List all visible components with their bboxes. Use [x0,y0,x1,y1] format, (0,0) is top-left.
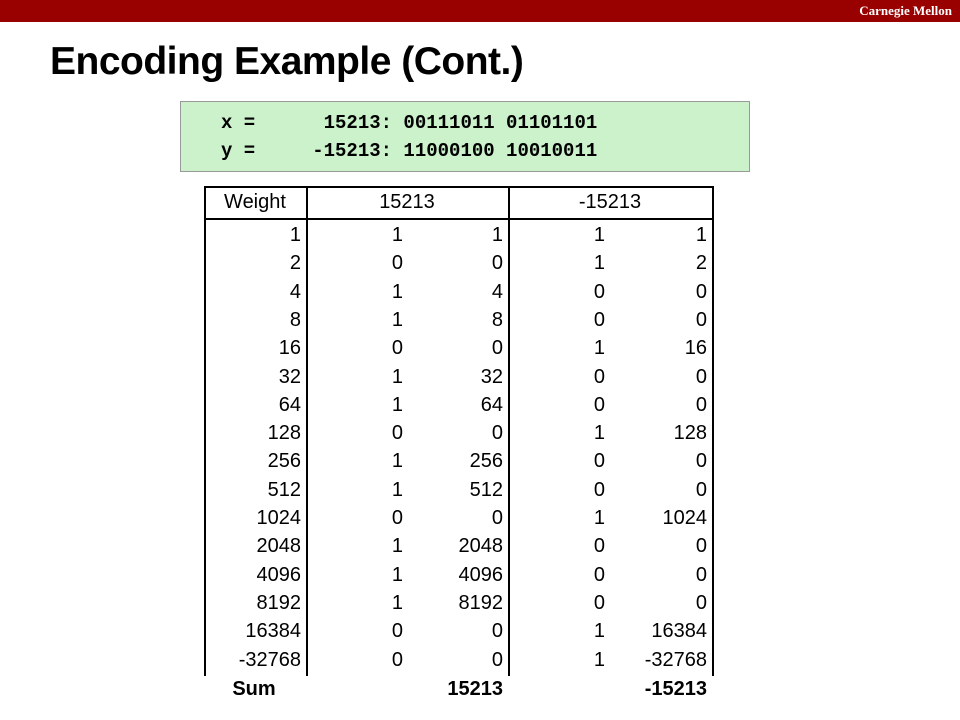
cell: 0 [695,591,707,614]
cell: 0 [593,280,605,303]
cell: 1 [593,422,605,445]
cell: 1024 [662,507,708,529]
code-line: y = -15213: 11000100 10010011 [221,140,598,162]
cell: 16 [278,337,301,360]
cell: 0 [391,620,403,643]
cell: 1 [593,507,605,529]
cell: 0 [695,563,707,586]
cell: 32 [480,365,503,388]
cell: 512 [267,478,301,501]
cell: 256 [267,450,301,473]
cell: 0 [593,308,605,331]
sum-label: Sum [232,677,276,700]
cell: 1 [593,224,605,246]
cell: 1024 [256,507,302,529]
border [508,186,510,676]
cell: 4 [491,280,503,303]
cell: -32768 [644,648,707,671]
column-header: 15213 [379,191,435,213]
cell: 64 [480,393,503,416]
cell: 8 [289,308,301,331]
cell: 16384 [651,620,707,643]
cell: 4096 [458,563,504,586]
cell: 2 [289,252,301,275]
brand: Carnegie Mellon [859,3,952,18]
cell: 1 [391,535,403,558]
cell: 0 [695,365,707,388]
cell: 2048 [458,535,504,558]
cell: 1 [391,365,403,388]
cell: 0 [391,337,403,360]
border [204,186,206,676]
cell: 16 [684,337,707,360]
cell: 1 [391,563,403,586]
title: Encoding Example (Cont.) [50,40,524,83]
cell: 0 [695,280,707,303]
column-header: Weight [224,191,286,213]
cell: 1 [391,280,403,303]
cell: 0 [695,535,707,558]
cell: 1 [593,337,605,360]
border [712,186,714,676]
cell: 0 [593,365,605,388]
cell: 8 [491,308,503,331]
cell: 0 [593,535,605,558]
cell: 0 [695,450,707,473]
cell: 32 [278,365,301,388]
cell: 1 [391,450,403,473]
cell: 1 [593,648,605,671]
cell: 256 [469,450,503,473]
cell: 1 [593,252,605,275]
cell: 2 [695,252,707,275]
cell: -32768 [238,648,301,671]
cell: 0 [593,563,605,586]
cell: 0 [491,507,503,529]
cell: 0 [695,478,707,501]
border [204,186,714,188]
code-box: x = 15213: 00111011 01101101 y = -15213:… [180,101,750,172]
cell: 4096 [256,563,302,586]
cell: 512 [469,478,503,501]
sum-value: 15213 [447,677,503,700]
cell: 1 [391,224,403,246]
cell: 0 [391,422,403,445]
cell: 0 [491,620,503,643]
cell: 4 [289,280,301,303]
cell: 128 [267,422,301,445]
column-header: -15213 [578,191,642,213]
code-line: x = 15213: 00111011 01101101 [221,112,598,134]
cell: 1 [593,620,605,643]
cell: 0 [593,450,605,473]
cell: 1 [695,224,707,246]
cell: 1 [391,591,403,614]
cell: 0 [491,337,503,360]
cell: 0 [491,252,503,275]
cell: 1 [391,478,403,501]
cell: 0 [593,393,605,416]
sum-value: -15213 [644,677,707,700]
cell: 2048 [256,535,302,558]
cell: 1 [289,224,301,246]
cell: 0 [391,648,403,671]
cell: 64 [278,393,301,416]
cell: 0 [391,252,403,275]
border [204,218,714,220]
cell: 0 [593,478,605,501]
cell: 16384 [245,620,301,643]
cell: 8192 [458,591,504,614]
cell: 0 [491,648,503,671]
cell: 0 [695,308,707,331]
cell: 0 [593,591,605,614]
cell: 0 [695,393,707,416]
cell: 1 [491,224,503,246]
border [306,186,308,676]
cell: 1 [391,393,403,416]
cell: 128 [673,422,707,445]
cell: 0 [391,507,403,529]
cell: 8192 [256,591,302,614]
top-bar: Carnegie Mellon [0,0,960,22]
cell: 1 [391,308,403,331]
cell: 0 [491,422,503,445]
